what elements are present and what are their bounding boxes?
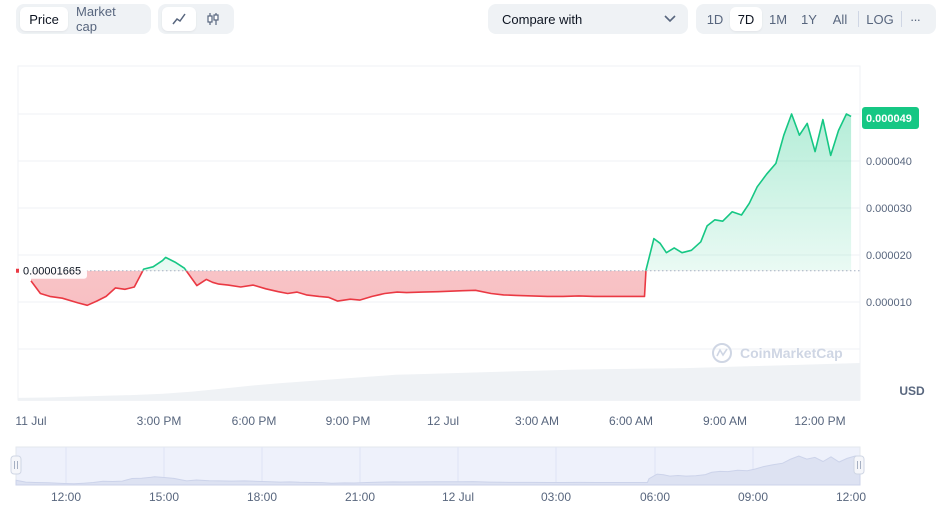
time-range-selector: 1D 7D 1M 1Y All LOG ··· — [696, 4, 936, 34]
navigator-tick-label: 15:00 — [149, 490, 179, 504]
coinmarketcap-logo-icon — [712, 343, 732, 363]
navigator-tick-label: 21:00 — [345, 490, 375, 504]
coinmarketcap-logo-mark — [716, 348, 728, 357]
price-marketcap-toggle: Price Market cap — [16, 4, 151, 34]
area-below-baseline — [31, 270, 646, 306]
x-tick-label: 12:00 PM — [794, 414, 845, 428]
area-above-baseline — [31, 114, 852, 271]
range-1m-button[interactable]: 1M — [768, 11, 788, 27]
range-7d-button[interactable]: 7D — [730, 7, 762, 31]
navigator-tick-label: 06:00 — [640, 490, 670, 504]
plot-frame — [17, 65, 861, 401]
price-tab[interactable]: Price — [20, 7, 68, 31]
candlestick-chart-button[interactable] — [196, 7, 230, 31]
volume-area — [18, 363, 860, 400]
line-chart-icon — [172, 13, 186, 25]
navigator-frame — [15, 446, 861, 486]
coinmarketcap-watermark: CoinMarketCap — [712, 343, 843, 363]
navigator-tick-label: 03:00 — [541, 490, 571, 504]
range-all-button[interactable]: All — [832, 11, 848, 27]
current-price-label: 0.000049 — [866, 113, 912, 125]
x-tick-label: 6:00 AM — [609, 414, 653, 428]
x-tick-label: 6:00 PM — [232, 414, 277, 428]
navigator-left-handle[interactable] — [10, 455, 22, 475]
toolbar-divider — [901, 11, 902, 27]
current-price-badge — [862, 107, 919, 129]
navigator-tick-label: 09:00 — [738, 490, 768, 504]
y-tick-label: 0.000040 — [866, 156, 912, 168]
market-cap-tab[interactable]: Market cap — [76, 4, 116, 34]
y-tick-label: 0.000020 — [866, 250, 912, 262]
navigator-tick-label: 12:00 — [836, 490, 866, 504]
navigator-series — [15, 455, 861, 486]
price-line-below-baseline — [30, 270, 647, 307]
x-tick-label: 12 Jul — [427, 414, 459, 428]
navigator-tick-label: 12 Jul — [442, 490, 474, 504]
baseline-label-bg — [19, 262, 87, 279]
navigator-right-handle[interactable] — [853, 455, 865, 475]
baseline-marker — [16, 268, 19, 273]
chevron-down-icon — [664, 15, 676, 23]
x-tick-label: 3:00 AM — [515, 414, 559, 428]
x-tick-label: 11 Jul — [15, 414, 46, 428]
x-tick-label: 9:00 PM — [326, 414, 371, 428]
navigator-window — [16, 447, 860, 485]
compare-with-dropdown[interactable]: Compare with — [488, 4, 688, 34]
x-tick-label: 3:00 PM — [137, 414, 182, 428]
y-tick-label: 0.000010 — [866, 297, 912, 309]
toolbar-divider — [858, 11, 859, 27]
range-1y-button[interactable]: 1Y — [801, 11, 817, 27]
candlestick-icon — [207, 13, 219, 25]
navigator-tick-label: 18:00 — [247, 490, 277, 504]
navigator-tick-label: 12:00 — [51, 490, 81, 504]
line-chart-button[interactable] — [162, 7, 196, 31]
currency-label: USD — [899, 384, 925, 398]
watermark-text: CoinMarketCap — [740, 345, 843, 361]
more-options-button[interactable]: ··· — [910, 11, 921, 27]
price-line-above-baseline — [141, 113, 852, 271]
x-tick-label: 9:00 AM — [703, 414, 747, 428]
y-tick-label: 0.000030 — [866, 203, 912, 215]
chart-style-toggle — [158, 4, 234, 34]
range-1d-button[interactable]: 1D — [706, 11, 724, 27]
compare-with-label: Compare with — [502, 11, 583, 27]
log-scale-button[interactable]: LOG — [866, 11, 894, 27]
baseline-label: 0.00001665 — [23, 266, 81, 278]
